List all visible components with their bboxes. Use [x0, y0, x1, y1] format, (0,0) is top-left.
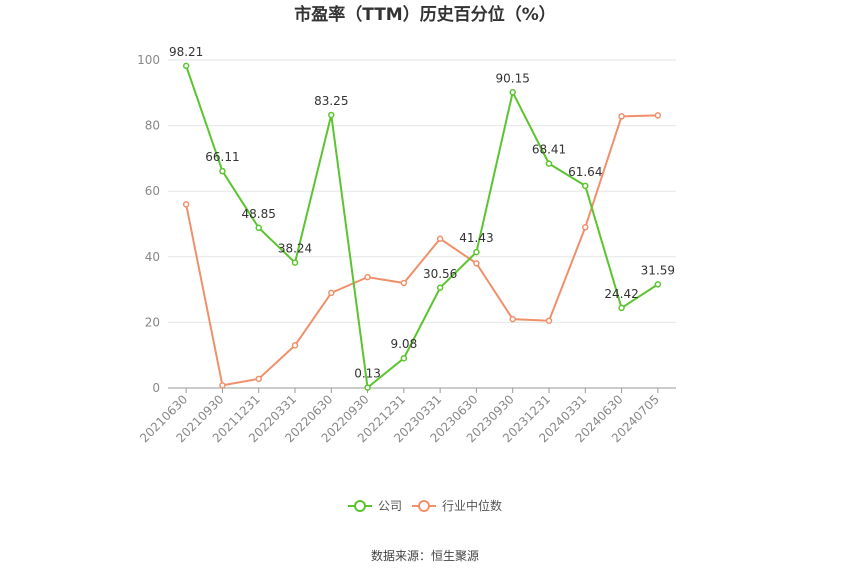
plot-area [182, 62, 662, 391]
legend[interactable]: 公司 行业中位数 [348, 498, 502, 513]
data-point [545, 160, 553, 167]
data-label: 98.21 [169, 45, 203, 59]
y-tick-label: 100 [137, 53, 160, 67]
data-point [255, 375, 262, 383]
data-point [654, 112, 662, 119]
data-point [436, 284, 444, 292]
series-line-0 [185, 65, 659, 390]
data-point [509, 89, 516, 96]
data-label: 83.25 [314, 94, 348, 108]
data-point [582, 182, 589, 190]
legend-marker [354, 500, 366, 512]
data-label: 38.24 [278, 242, 312, 256]
data-point [473, 260, 480, 267]
data-label: 66.11 [205, 150, 239, 164]
data-point [219, 382, 226, 389]
data-point [654, 281, 662, 288]
data-label: 41.43 [459, 231, 493, 245]
data-point [545, 317, 553, 325]
legend-item-0[interactable]: 公司 [348, 499, 402, 513]
grid [168, 59, 676, 323]
data-label: 9.08 [390, 337, 417, 351]
legend-item-1[interactable]: 行业中位数 [412, 498, 502, 513]
data-label: 48.85 [242, 207, 276, 221]
data-label: 0.13 [354, 367, 381, 381]
data-point [328, 289, 335, 297]
data-point [400, 279, 408, 287]
data-point [400, 354, 408, 362]
source-note: 数据来源：恒生聚源 [371, 548, 479, 563]
legend-label: 公司 [378, 499, 402, 513]
data-point [291, 342, 299, 349]
x-axis: 2021063020210930202112312022033120220630… [137, 388, 662, 445]
series-line-1 [185, 114, 658, 387]
data-point [182, 62, 190, 70]
y-tick-label: 60 [145, 184, 160, 198]
data-labels: 98.21 66.11 48.85 38.24 83.25 0.13 9.08 30.56 41… [169, 45, 675, 381]
data-point [364, 273, 371, 281]
data-label: 61.64 [568, 165, 602, 179]
data-point [618, 113, 625, 120]
data-point [182, 201, 190, 208]
data-point [328, 111, 335, 119]
legend-marker [418, 500, 430, 512]
data-point [473, 248, 480, 256]
y-tick-label: 20 [145, 315, 160, 329]
data-point [291, 259, 299, 266]
legend-label: 行业中位数 [442, 498, 502, 513]
data-label: 30.56 [423, 267, 457, 281]
data-point [219, 167, 226, 175]
y-tick-label: 80 [145, 119, 160, 133]
data-label: 68.41 [532, 143, 566, 157]
data-point [255, 224, 262, 232]
y-axis: 0 20 40 60 80 100 [137, 53, 160, 395]
data-point [618, 304, 625, 312]
data-point [364, 384, 371, 391]
chart-title: 市盈率（TTM）历史百分位（%） [294, 4, 556, 25]
data-label: 24.42 [604, 287, 638, 301]
data-label: 31.59 [641, 263, 675, 277]
data-point [509, 315, 516, 323]
data-point [436, 235, 444, 243]
data-label: 90.15 [496, 71, 530, 85]
y-tick-label: 40 [145, 250, 160, 264]
y-tick-label: 0 [152, 381, 160, 395]
data-point [582, 224, 589, 231]
